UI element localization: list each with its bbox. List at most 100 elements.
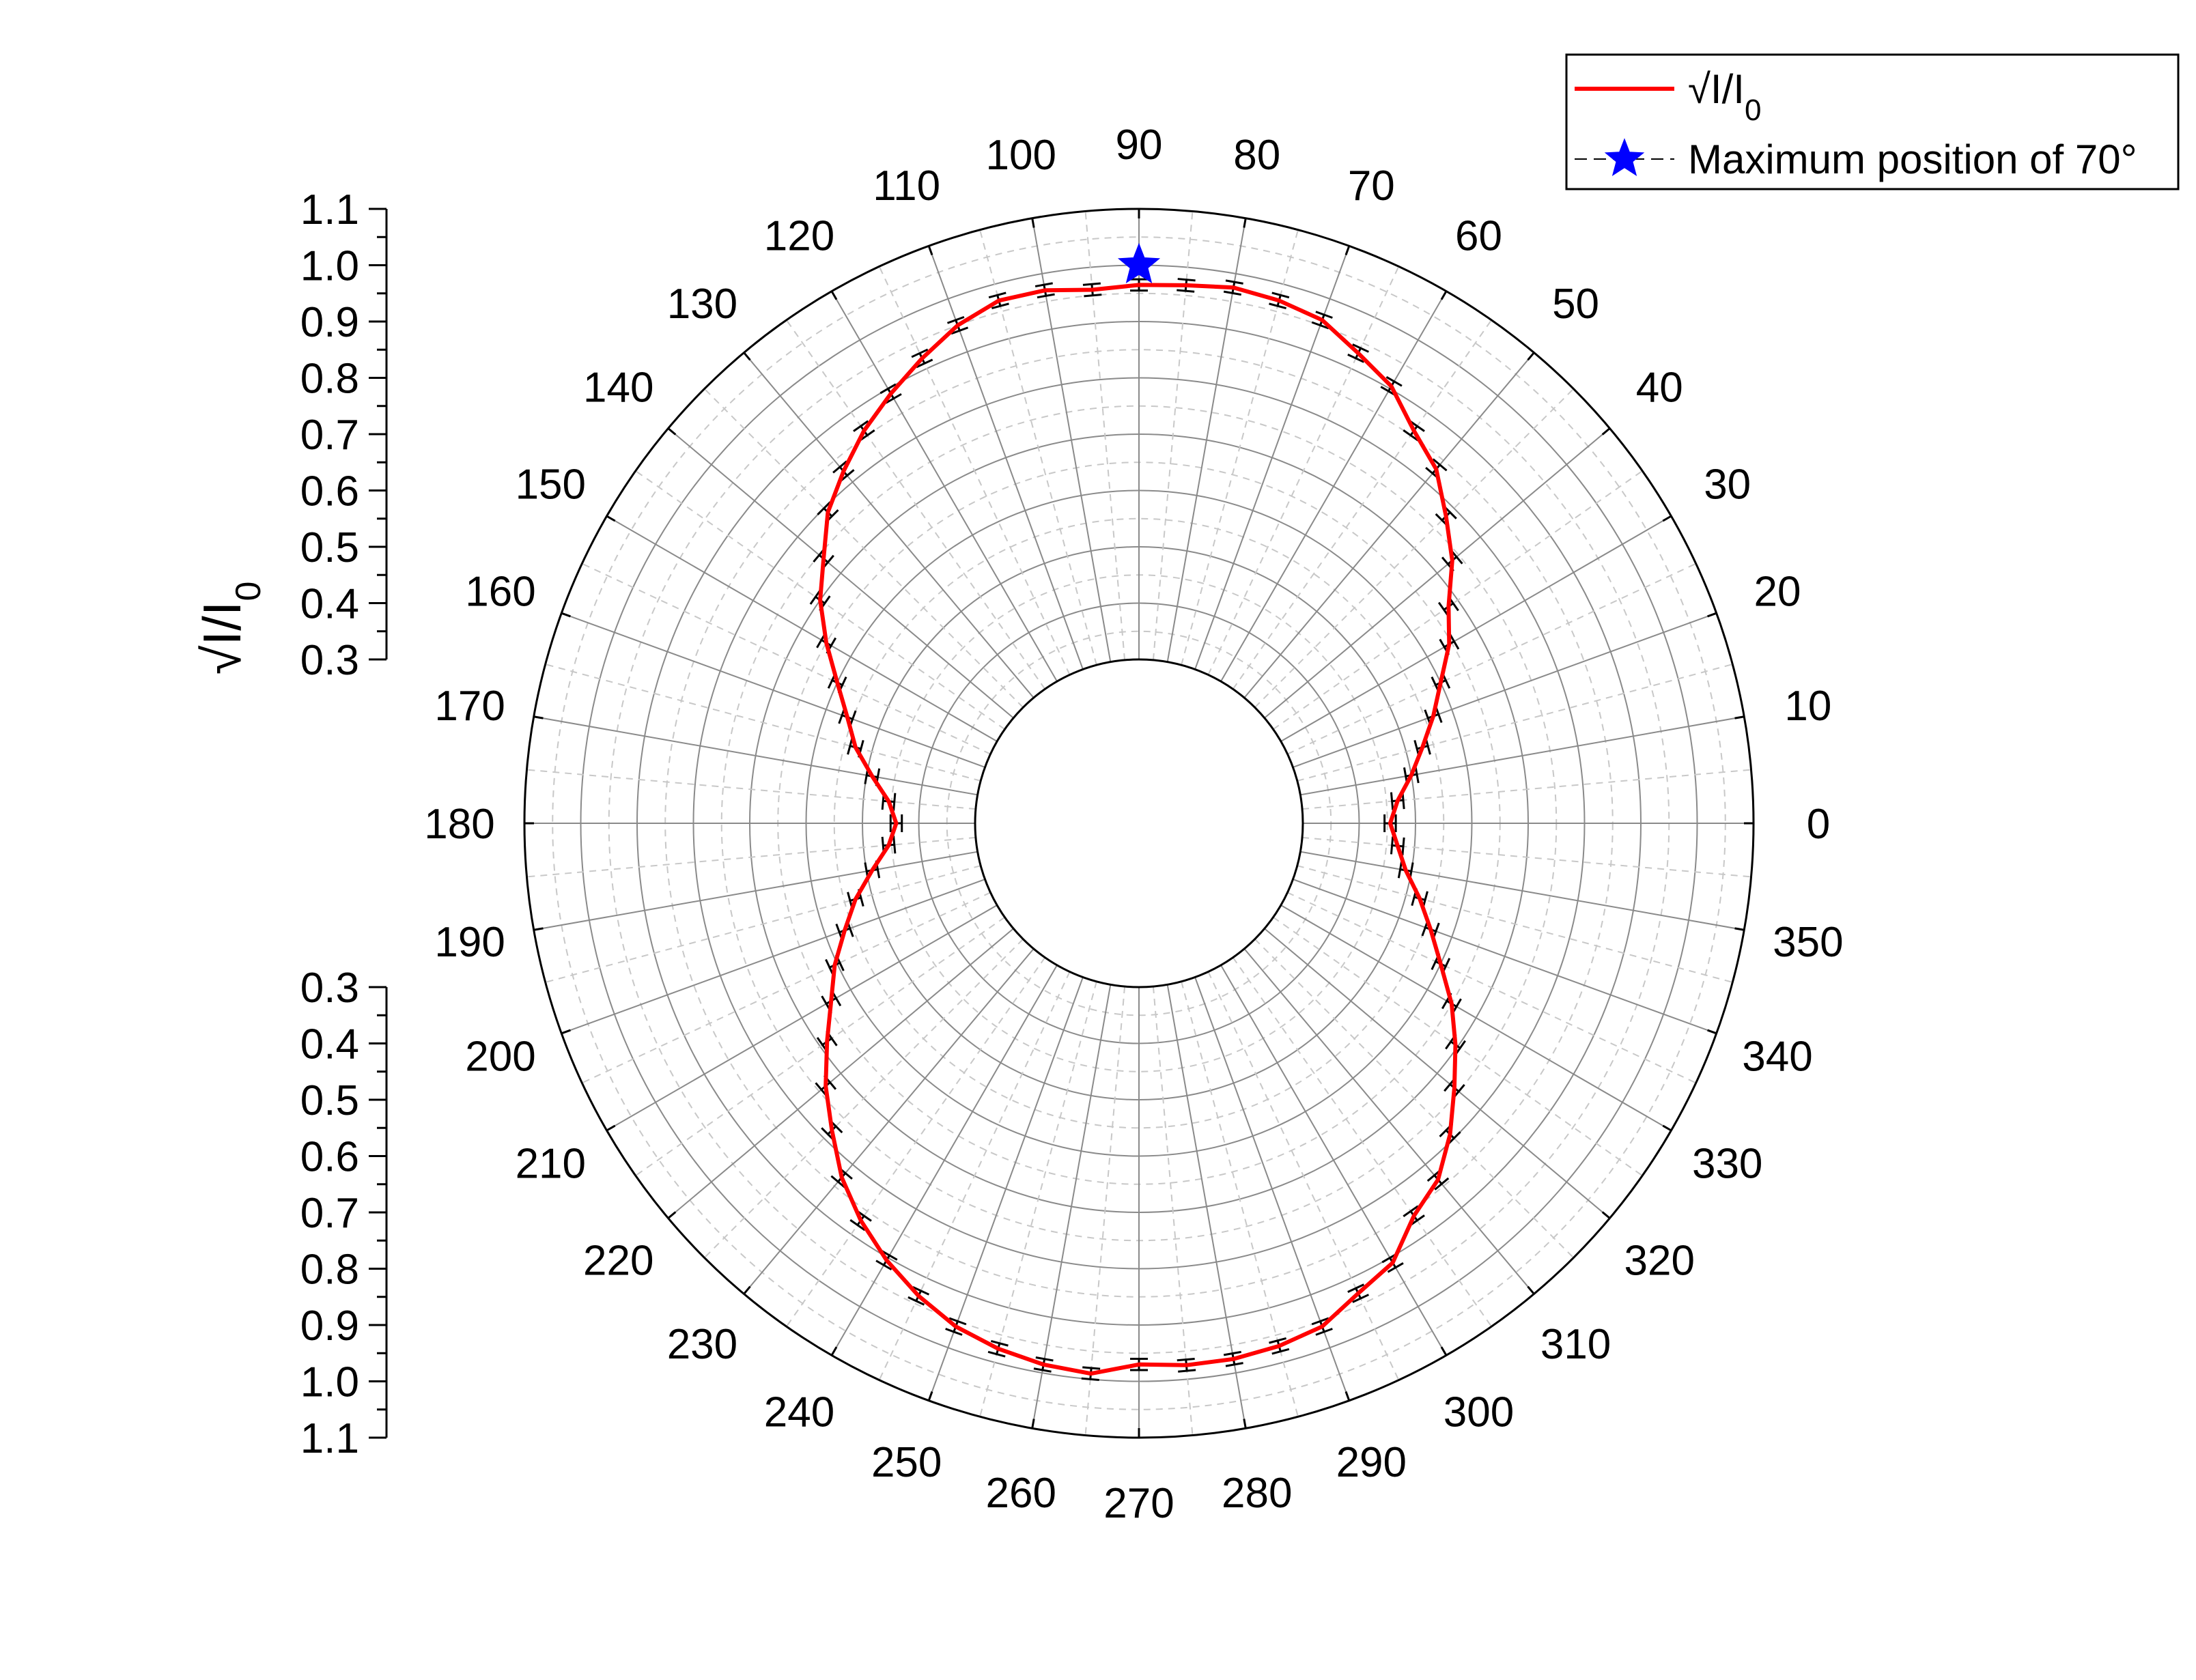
angular-tick (1601, 427, 1611, 436)
grid-spoke-major (1243, 352, 1535, 698)
angle-label: 220 (583, 1238, 653, 1285)
radial-tick-label: 1.0 (300, 1359, 359, 1406)
data-point (887, 799, 890, 803)
grid-spoke-minor (1301, 769, 1751, 810)
grid-spoke-minor (545, 664, 981, 782)
angular-tick (1527, 1285, 1535, 1295)
angular-tick (1662, 515, 1672, 522)
grid-spoke-major (533, 851, 978, 931)
grid-spoke-minor (1152, 211, 1194, 661)
data-point (1409, 773, 1413, 777)
data-point (1357, 1292, 1360, 1295)
data-point (1138, 283, 1140, 287)
radial-tick-label: 0.4 (300, 581, 359, 628)
angular-tick (1707, 612, 1717, 618)
grid-spoke-minor (703, 388, 1024, 709)
data-point (1444, 515, 1448, 518)
angle-label: 20 (1754, 569, 1801, 616)
radial-tick-label: 0.7 (300, 1190, 359, 1237)
grid-spoke-major (1194, 977, 1350, 1401)
grid-spoke-minor (878, 971, 1071, 1381)
angular-tick (743, 352, 751, 361)
data-point (822, 557, 826, 560)
data-point (1429, 928, 1433, 931)
angle-label: 60 (1455, 212, 1502, 259)
angular-tick (1662, 1124, 1672, 1132)
data-point (840, 1176, 843, 1179)
data-point (1435, 468, 1438, 471)
data-point (917, 1294, 920, 1298)
data-point (1452, 1086, 1456, 1090)
data-point (885, 1259, 888, 1262)
grid-spoke-minor (1181, 981, 1299, 1417)
data-point (1043, 289, 1047, 292)
data-point (1450, 1002, 1453, 1006)
angle-label: 300 (1444, 1389, 1514, 1436)
inner-boundary (974, 658, 1304, 988)
grid-spoke-minor (1232, 957, 1493, 1327)
grid-spoke-minor (1297, 865, 1733, 983)
angular-tick (1345, 1391, 1351, 1401)
grid-spoke-major (743, 948, 1034, 1295)
angle-label: 120 (764, 212, 834, 259)
angular-tick (561, 1029, 571, 1035)
data-point (1391, 1261, 1394, 1264)
angle-label: 260 (985, 1470, 1056, 1517)
angle-label: 180 (424, 801, 494, 848)
data-point (819, 599, 822, 602)
angular-tick (1601, 1211, 1611, 1219)
radial-tick-label: 0.9 (300, 299, 359, 346)
data-point (833, 963, 836, 967)
grid-spoke-major (1280, 905, 1672, 1131)
grid-spoke-major (1293, 879, 1717, 1034)
data-point (1184, 283, 1187, 287)
data-point (854, 745, 857, 749)
grid-spoke-minor (1084, 986, 1126, 1436)
maximum-star-marker (1117, 242, 1161, 284)
angular-tick (533, 715, 544, 720)
angular-tick (1243, 1419, 1247, 1429)
angle-label: 160 (465, 569, 535, 616)
data-point (996, 1347, 1000, 1350)
data-point (1185, 1363, 1188, 1367)
angular-tick (927, 245, 933, 255)
data-point (954, 1325, 957, 1328)
grid-spoke-major (533, 715, 978, 796)
angle-label: 330 (1692, 1141, 1762, 1188)
grid-spoke-minor (526, 836, 976, 878)
angular-tick (1031, 218, 1035, 228)
angle-label: 90 (1116, 122, 1163, 169)
legend: √I/I0 Maximum position of 70° (1565, 53, 2180, 190)
grid-spoke-minor (581, 563, 991, 755)
grid-spoke-major (1264, 427, 1611, 719)
radial-axis-upper: 0.3 0.4 0.5 0.6 0.7 0.8 0.9 1.0 1.1 (300, 186, 388, 684)
data-point (1448, 642, 1451, 646)
data-point (1232, 286, 1235, 289)
grid-spoke-major (1264, 928, 1611, 1219)
data-point (1412, 429, 1416, 432)
grid-spoke-minor (526, 769, 976, 810)
angle-label: 110 (873, 162, 940, 210)
angle-label: 0 (1807, 801, 1830, 848)
data-point (1232, 1357, 1235, 1361)
grid-spoke-minor (1287, 563, 1697, 755)
data-point (826, 511, 830, 514)
data-point (854, 898, 857, 901)
grid-spoke-major (1293, 612, 1717, 768)
radial-tick-label: 1.1 (300, 186, 359, 233)
angular-tick (830, 1346, 838, 1356)
grid-spoke-major (561, 879, 985, 1034)
data-point (1388, 822, 1392, 825)
angle-label: 200 (465, 1033, 535, 1080)
angular-tick (561, 612, 571, 618)
angular-tick (1734, 927, 1745, 931)
grid-spoke-minor (1301, 836, 1751, 878)
angle-label: 210 (516, 1141, 586, 1188)
radial-tick-label: 0.4 (300, 1021, 359, 1068)
grid-spoke-minor (785, 957, 1046, 1327)
grid-spoke-minor (1254, 388, 1575, 709)
data-point (1421, 745, 1424, 749)
angular-tick (1527, 352, 1535, 361)
angle-label: 270 (1103, 1480, 1174, 1527)
